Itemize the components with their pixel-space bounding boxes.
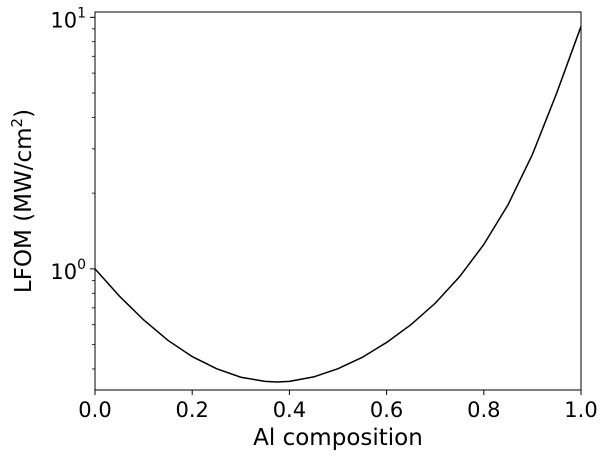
x-ticks: 0.0 0.2 0.4 0.6 0.8 1.0 bbox=[78, 390, 598, 422]
x-tick-label: 0.0 bbox=[78, 398, 111, 422]
plot-frame bbox=[94, 11, 582, 391]
x-tick-label: 0.6 bbox=[370, 398, 403, 422]
data-layer bbox=[94, 26, 582, 383]
x-axis-label: Al composition bbox=[253, 425, 423, 451]
y-axis-label: LFOM (MW/cm2) bbox=[8, 109, 37, 293]
plot-area: 0.0 0.2 0.4 0.6 0.8 1.0 100 101 bbox=[50, 5, 597, 422]
y-axis-label-main: LFOM (MW/cm bbox=[11, 127, 37, 293]
y-axis-label-sup: 2 bbox=[8, 118, 26, 128]
series-line-0 bbox=[94, 26, 582, 383]
x-tick-label: 1.0 bbox=[564, 398, 597, 422]
y-tick-label: 101 bbox=[50, 5, 86, 32]
x-tick-label: 0.4 bbox=[273, 398, 306, 422]
y-ticks: 100 101 bbox=[50, 5, 95, 370]
y-axis-label-close: ) bbox=[11, 109, 37, 118]
y-tick-label: 100 bbox=[50, 257, 86, 284]
x-tick-label: 0.8 bbox=[467, 398, 500, 422]
x-tick-label: 0.2 bbox=[175, 398, 208, 422]
